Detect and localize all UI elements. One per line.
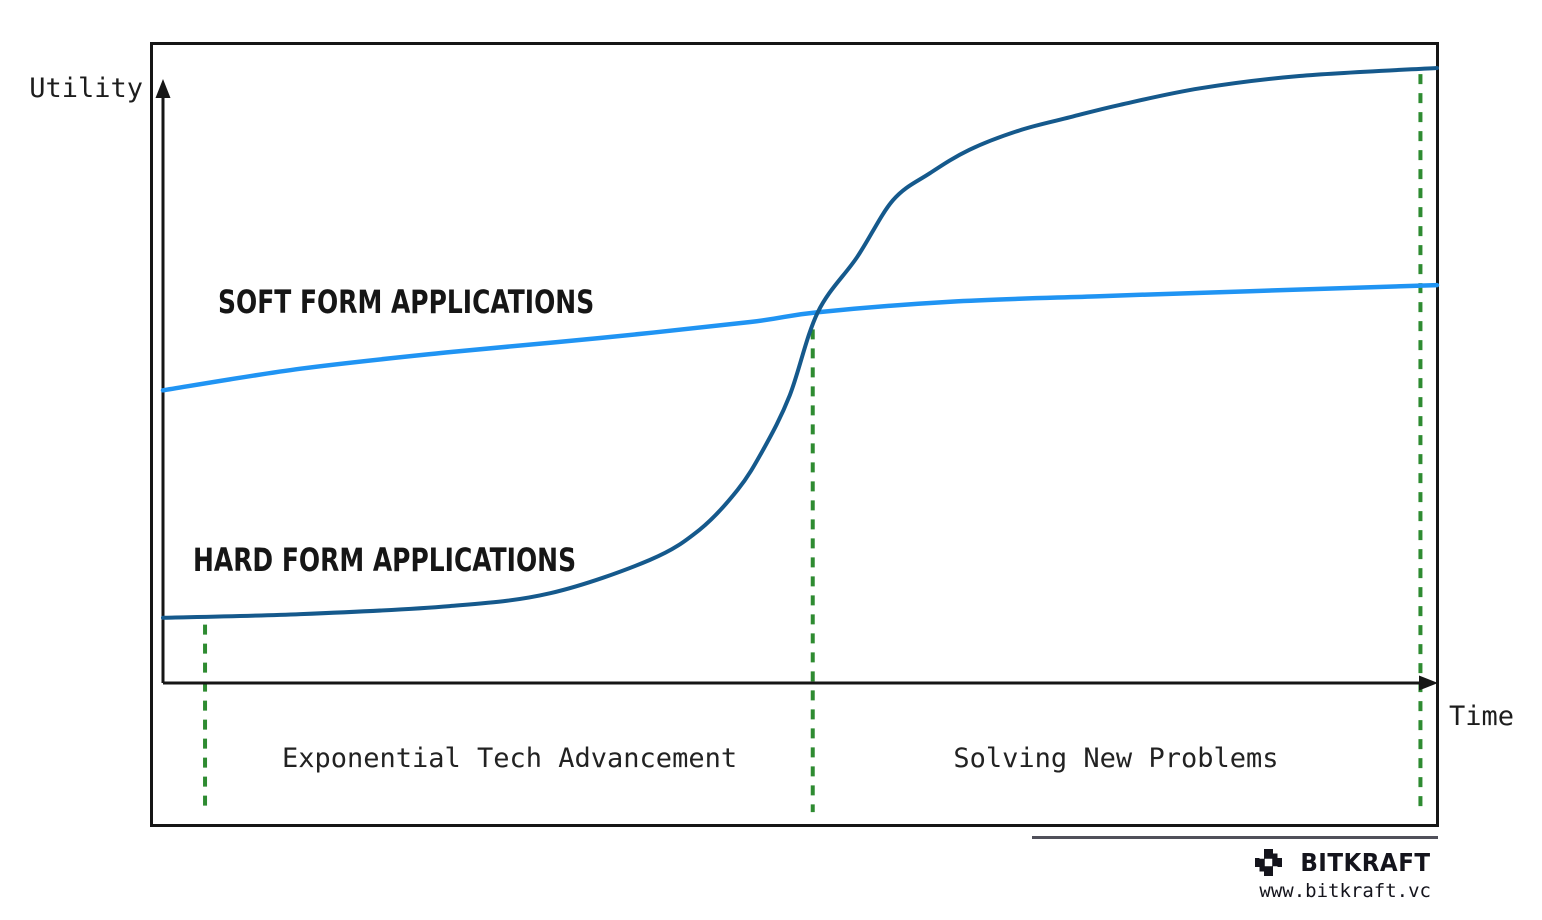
phase-label-exponential-tech-advancement: Exponential Tech Advancement bbox=[281, 743, 738, 774]
brand-row: BITKRAFT bbox=[1240, 846, 1431, 878]
brand-name: BITKRAFT bbox=[1300, 847, 1431, 877]
y-axis-label: Utility bbox=[29, 73, 143, 104]
x-axis-label: Time bbox=[1449, 701, 1515, 732]
soft-form-series-label: SOFT FORM APPLICATIONS bbox=[218, 283, 595, 321]
phase-label-solving-new-problems: Solving New Problems bbox=[953, 743, 1279, 774]
brand-url: www.bitkraft.vc bbox=[1259, 880, 1431, 902]
brand-block: BITKRAFT www.bitkraft.vc bbox=[1240, 846, 1431, 902]
hard-form-series-label: HARD FORM APPLICATIONS bbox=[193, 541, 577, 579]
footer-divider bbox=[1032, 836, 1438, 839]
chart-frame bbox=[150, 42, 1439, 827]
bitkraft-logo-icon bbox=[1255, 848, 1283, 876]
